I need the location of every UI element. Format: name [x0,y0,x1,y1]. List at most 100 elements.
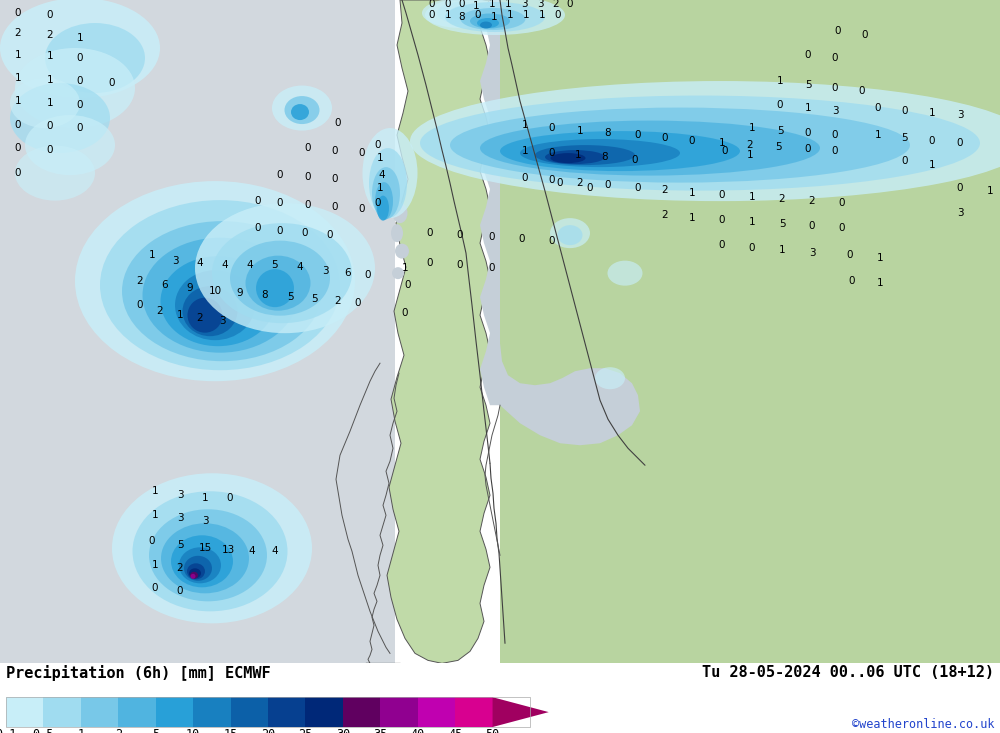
Text: 1: 1 [489,0,495,9]
Ellipse shape [10,78,80,128]
Ellipse shape [149,509,267,601]
Text: 0: 0 [47,145,53,155]
Text: 1: 1 [539,10,545,20]
Text: 13: 13 [221,545,235,556]
Text: 0: 0 [355,298,361,308]
Ellipse shape [558,225,582,245]
Text: 0: 0 [557,178,563,188]
Text: 1: 1 [747,150,753,160]
Text: 1: 1 [779,245,785,255]
Text: 2: 2 [662,185,668,195]
Ellipse shape [15,146,95,201]
Ellipse shape [291,104,309,120]
Text: 2: 2 [15,28,21,38]
Text: 1: 1 [152,560,158,570]
Text: 0: 0 [227,493,233,504]
Text: 0: 0 [149,537,155,546]
Ellipse shape [392,203,408,223]
Ellipse shape [391,224,403,242]
Text: 0: 0 [459,0,465,9]
Text: 1: 1 [875,130,881,140]
Text: 4: 4 [272,546,278,556]
Ellipse shape [595,367,625,389]
Ellipse shape [272,86,332,130]
Ellipse shape [75,181,355,381]
Text: 1: 1 [777,76,783,86]
Text: 1: 1 [177,310,183,320]
Polygon shape [387,0,490,663]
Text: 3: 3 [521,0,527,9]
Bar [380,697,418,727]
Text: 3: 3 [177,513,183,523]
Ellipse shape [246,256,310,311]
Ellipse shape [535,145,635,165]
Text: 5: 5 [902,133,908,143]
Text: 0: 0 [427,258,433,268]
Ellipse shape [15,48,135,128]
Text: 5: 5 [272,260,278,270]
Text: 20: 20 [261,728,275,733]
Text: Tu 28-05-2024 00..06 UTC (18+12): Tu 28-05-2024 00..06 UTC (18+12) [702,666,994,680]
Text: ©weatheronline.co.uk: ©weatheronline.co.uk [852,718,994,731]
Text: 0: 0 [152,583,158,593]
Text: 25: 25 [298,728,313,733]
Text: 3: 3 [537,0,543,9]
Bar [418,697,455,727]
Text: 2: 2 [553,0,559,9]
Text: 0: 0 [77,100,83,110]
Ellipse shape [195,203,375,334]
Text: 0: 0 [375,140,381,150]
Ellipse shape [25,115,115,175]
Text: 15: 15 [198,543,212,553]
Bar [118,697,156,727]
Text: 1: 1 [15,50,21,60]
Ellipse shape [395,243,409,259]
Text: 1: 1 [523,10,529,20]
Text: 0: 0 [835,26,841,36]
Ellipse shape [230,240,330,316]
Text: 5: 5 [152,728,159,733]
Text: 0: 0 [277,198,283,208]
Ellipse shape [445,2,545,32]
Text: 0: 0 [839,223,845,233]
Text: 0: 0 [489,232,495,242]
Text: 3: 3 [957,208,963,218]
Ellipse shape [450,108,910,183]
Text: 8: 8 [262,290,268,300]
Text: 0: 0 [567,0,573,9]
Text: 0: 0 [332,202,338,212]
Text: 0: 0 [902,106,908,116]
Text: 0: 0 [457,260,463,270]
Text: 2: 2 [662,210,668,220]
Text: 0: 0 [15,120,21,130]
Text: 0: 0 [427,228,433,238]
Text: 0: 0 [555,10,561,20]
Text: 1: 1 [47,51,53,61]
Text: 1: 1 [377,153,383,163]
Text: 0: 0 [405,280,411,290]
Text: 3: 3 [322,266,328,276]
Ellipse shape [362,128,418,218]
Text: 10: 10 [186,728,200,733]
Ellipse shape [500,131,740,171]
Text: 1: 1 [445,10,451,20]
Text: 6: 6 [345,268,351,278]
Text: 0: 0 [375,198,381,208]
Text: 0: 0 [255,223,261,233]
Ellipse shape [420,95,980,191]
Ellipse shape [480,21,492,29]
Text: 4: 4 [197,258,203,268]
Polygon shape [480,0,500,405]
Text: 0: 0 [549,148,555,158]
Bar [305,697,343,727]
Text: 3: 3 [177,490,183,501]
Text: 8: 8 [605,128,611,138]
Text: 9: 9 [187,283,193,293]
Text: 1: 1 [929,160,935,170]
Text: 0: 0 [255,196,261,206]
Text: 1: 1 [719,138,725,148]
Text: 0: 0 [365,270,371,280]
Text: 1: 1 [522,120,528,130]
Text: 1: 1 [47,75,53,85]
Text: 40: 40 [411,728,425,733]
